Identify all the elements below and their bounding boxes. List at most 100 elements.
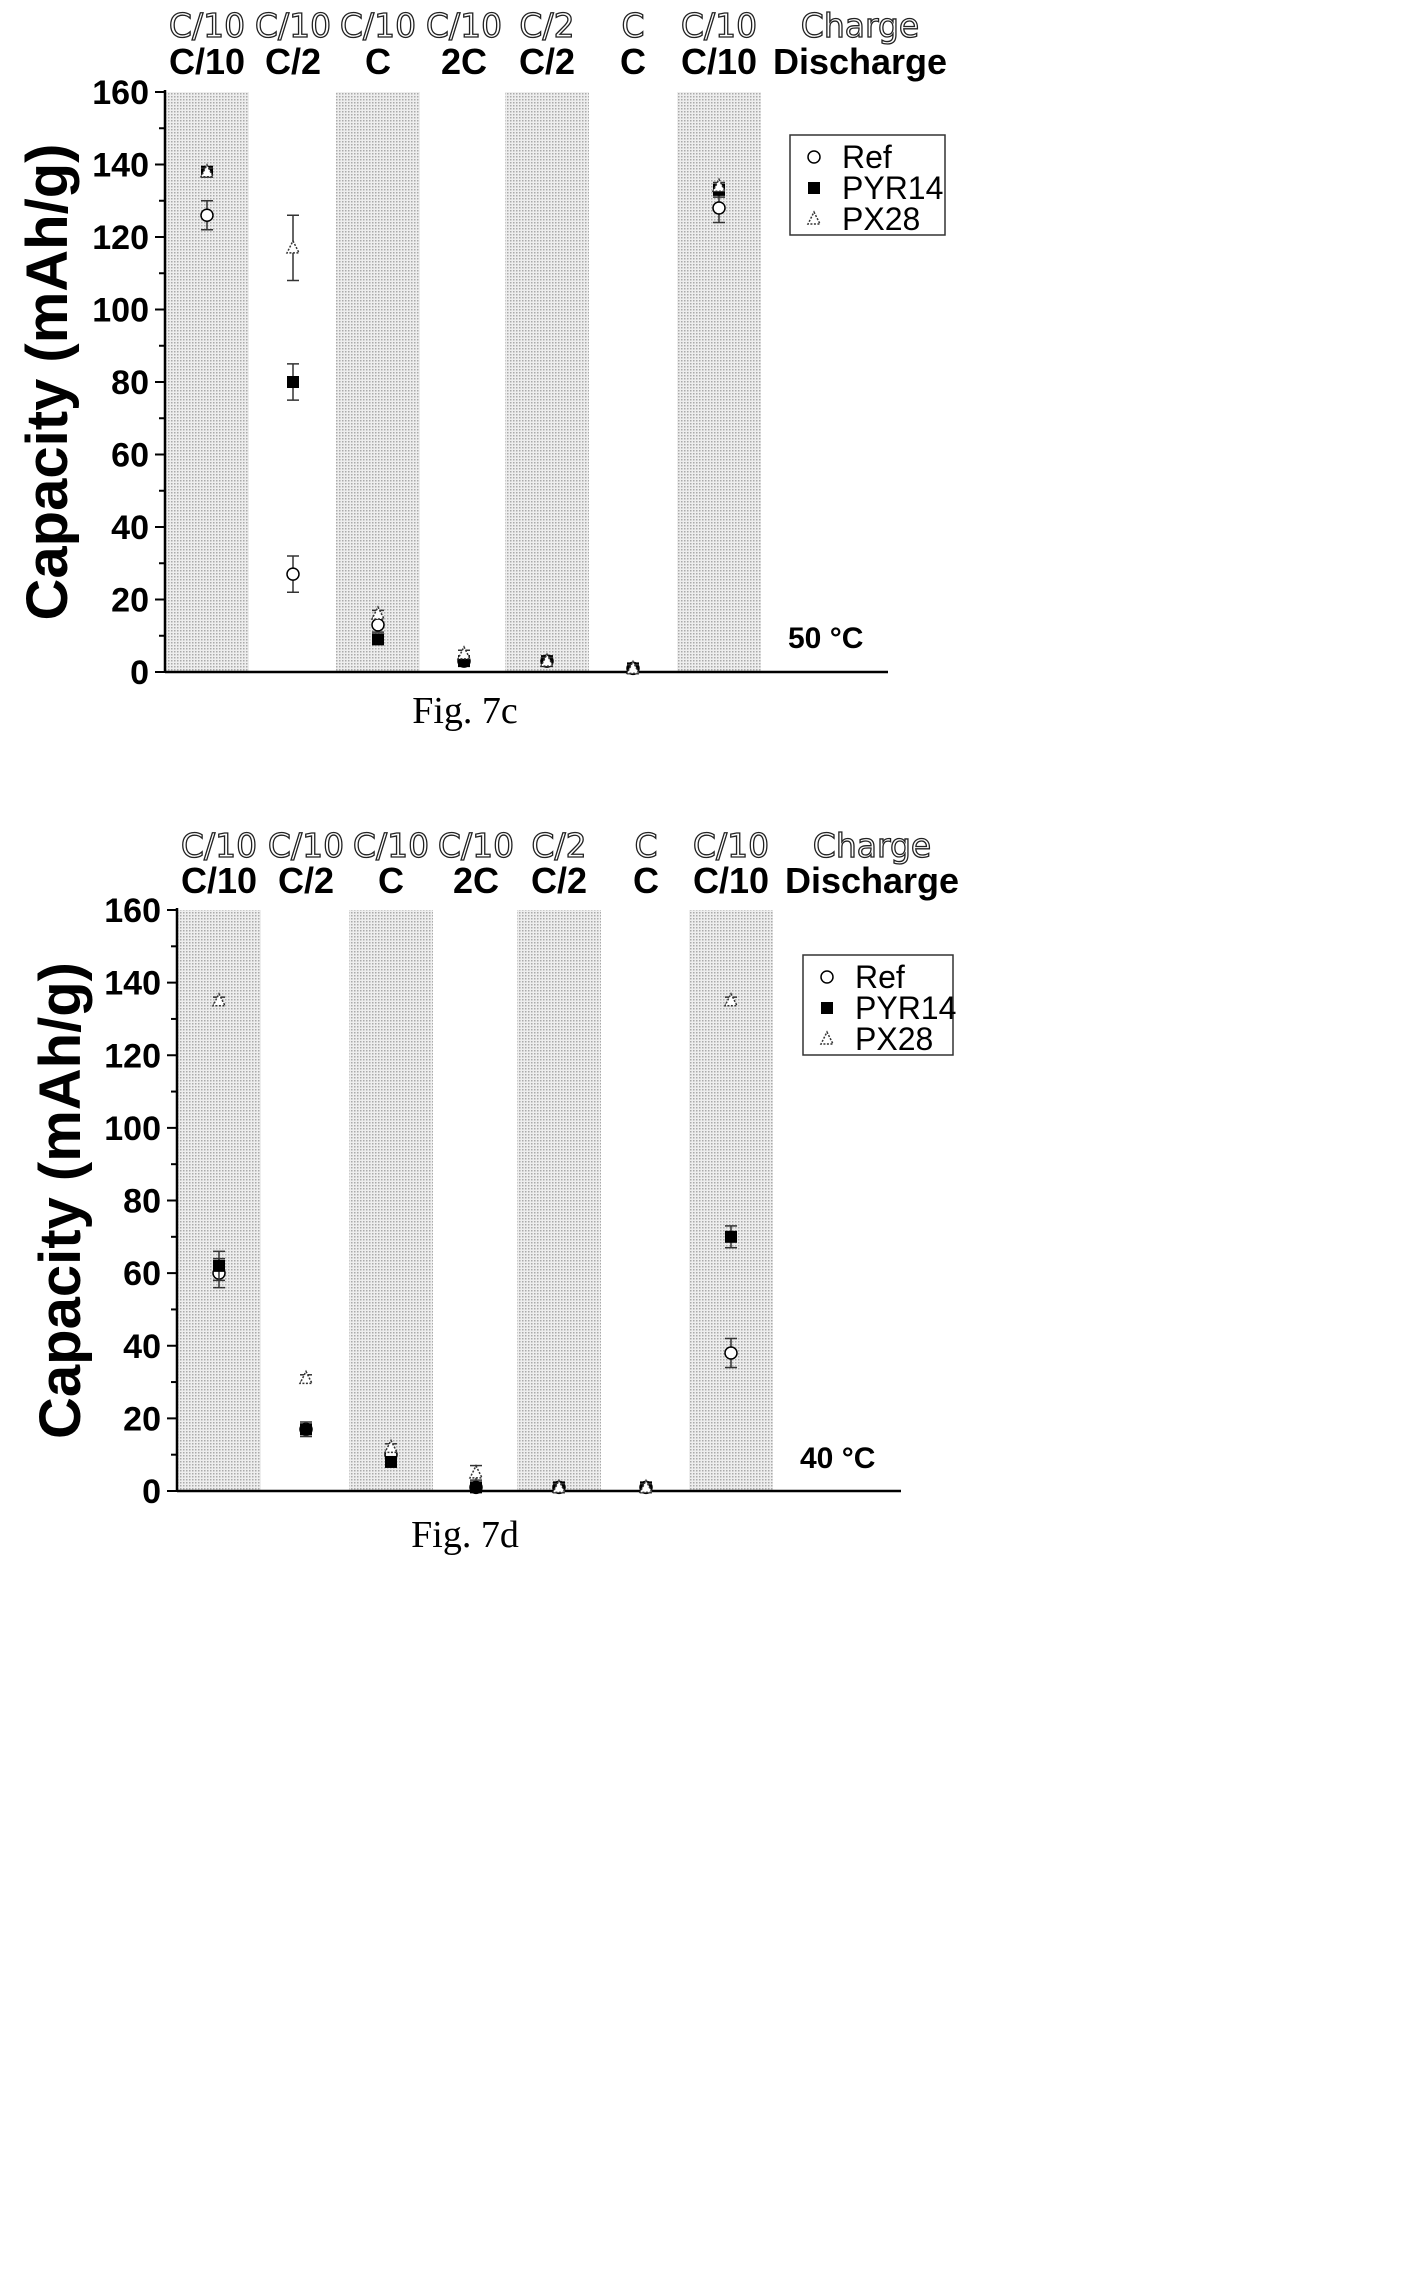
charge-rate-label: C/10 (169, 6, 245, 45)
shaded-column (177, 910, 261, 1491)
discharge-rate-label: C/10 (181, 860, 257, 901)
shaded-column (517, 910, 601, 1491)
y-tick-label: 0 (142, 1473, 161, 1511)
discharge-rate-label: C/10 (681, 41, 757, 82)
charge-rate-label: C/10 (181, 826, 257, 865)
y-tick-label: 120 (92, 219, 149, 257)
charge-rate-label: C/10 (353, 826, 429, 865)
data-point-ref (286, 567, 300, 581)
shaded-column (689, 910, 773, 1491)
y-tick-label: 140 (92, 147, 149, 185)
data-point-ref (712, 201, 726, 215)
discharge-row-label: Discharge (785, 860, 959, 901)
data-point-pyr14 (287, 376, 299, 388)
discharge-rate-label: C/2 (278, 860, 334, 901)
charge-row-label: Charge (801, 6, 919, 45)
y-axis-label: Capacity (mAh/g) (28, 962, 93, 1439)
shaded-column (165, 92, 249, 672)
data-point-px28 (723, 992, 739, 1007)
charge-rate-label: C/10 (426, 6, 502, 45)
legend-label: PX28 (855, 1021, 933, 1057)
y-tick-label: 160 (92, 74, 149, 112)
legend-label: Ref (842, 139, 892, 175)
charge-rate-label: C (634, 826, 657, 865)
y-tick-label: 20 (111, 582, 149, 620)
y-tick-label: 60 (123, 1255, 161, 1293)
chart-panel-2: C/10C/10C/10C/2C/10CC/102CC/2C/2CCC/10C/… (28, 825, 959, 1556)
charge-row-label: Charge (813, 826, 931, 865)
legend-label: Ref (855, 959, 905, 995)
legend-label: PX28 (842, 201, 920, 237)
y-tick-label: 40 (123, 1328, 161, 1366)
charge-rate-label: C/10 (438, 826, 514, 865)
legend-marker-pyr14 (808, 182, 820, 194)
discharge-rate-label: C (633, 860, 659, 901)
data-point-px28 (539, 652, 555, 667)
charge-rate-label: C/10 (340, 6, 416, 45)
y-tick-label: 20 (123, 1400, 161, 1438)
data-point-pyr14 (300, 1423, 312, 1436)
y-tick-label: 100 (92, 292, 149, 330)
discharge-rate-label: 2C (453, 860, 499, 901)
discharge-rate-label: C (378, 860, 404, 901)
data-point-px28 (468, 1464, 484, 1479)
data-point-ref (371, 618, 385, 632)
charge-rate-label: C/10 (681, 6, 757, 45)
data-point-pyr14 (213, 1259, 225, 1272)
legend-marker-ref (807, 150, 821, 164)
data-point-px28 (638, 1478, 654, 1494)
data-point-px28 (285, 239, 301, 254)
shaded-column (505, 92, 589, 672)
y-tick-label: 80 (123, 1183, 161, 1221)
discharge-rate-label: C/2 (265, 41, 321, 82)
y-tick-label: 80 (111, 364, 149, 402)
legend-label: PYR14 (842, 170, 943, 206)
legend-label: PYR14 (855, 990, 956, 1026)
data-point-px28 (456, 645, 472, 660)
discharge-rate-label: C/2 (519, 41, 575, 82)
charge-rate-label: C/2 (531, 826, 586, 865)
y-tick-label: 120 (104, 1037, 161, 1075)
discharge-row-label: Discharge (773, 41, 947, 82)
temperature-annotation: 50 °C (788, 622, 863, 655)
chart-panel-1: C/10C/10C/10C/2C/10CC/102CC/2C/2CCC/10C/… (15, 5, 947, 732)
discharge-rate-label: C/10 (169, 41, 245, 82)
charge-rate-label: C/10 (693, 826, 769, 865)
data-point-px28 (625, 659, 641, 675)
charge-rate-label: C/2 (519, 6, 574, 45)
data-point-pyr14 (372, 633, 384, 646)
data-point-pyr14 (385, 1455, 397, 1468)
y-tick-label: 60 (111, 437, 149, 475)
data-point-px28 (199, 163, 215, 178)
y-tick-label: 140 (104, 965, 161, 1003)
shaded-column (336, 92, 420, 672)
legend-marker-px28 (806, 210, 822, 225)
figure-caption: Fig. 7c (412, 690, 518, 732)
data-point-pyr14 (725, 1230, 737, 1243)
data-point-ref (724, 1346, 738, 1360)
temperature-annotation: 40 °C (800, 1442, 875, 1475)
shaded-column (349, 910, 433, 1491)
data-point-pyr14 (470, 1481, 482, 1494)
legend-marker-px28 (819, 1030, 835, 1045)
data-point-px28 (370, 605, 386, 620)
data-point-px28 (711, 177, 727, 192)
discharge-rate-label: C/2 (531, 860, 587, 901)
y-tick-label: 160 (104, 892, 161, 930)
y-tick-label: 100 (104, 1110, 161, 1148)
y-tick-label: 40 (111, 509, 149, 547)
data-point-px28 (211, 992, 227, 1007)
data-point-ref (200, 208, 214, 222)
data-point-px28 (383, 1438, 399, 1454)
discharge-rate-label: C (620, 41, 646, 82)
data-point-px28 (551, 1478, 567, 1494)
figure-caption: Fig. 7d (411, 1514, 519, 1556)
charge-rate-label: C (621, 6, 644, 45)
discharge-rate-label: 2C (441, 41, 487, 82)
legend-marker-pyr14 (821, 1002, 833, 1014)
discharge-rate-label: C (365, 41, 391, 82)
data-point-px28 (298, 1369, 314, 1385)
